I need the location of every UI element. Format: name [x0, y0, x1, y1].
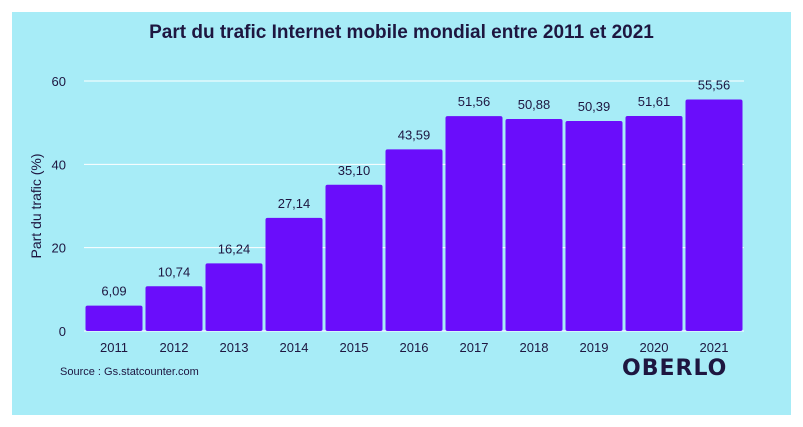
bar-2017 — [445, 116, 503, 332]
bars — [85, 99, 743, 332]
bar-2018 — [505, 119, 563, 331]
x-tick-label-2013: 2013 — [220, 340, 249, 355]
x-tick-label-2019: 2019 — [580, 340, 609, 355]
source-note: Source : Gs.statcounter.com — [60, 366, 199, 378]
x-tick-label-2017: 2017 — [460, 340, 489, 355]
bar-2015 — [325, 184, 383, 331]
x-tick-label-2018: 2018 — [520, 340, 549, 355]
x-tick-label-2020: 2020 — [640, 340, 669, 355]
data-label-2012: 10,74 — [158, 264, 191, 279]
bar-2016 — [385, 149, 443, 331]
chart-title: Part du trafic Internet mobile mondial e… — [149, 22, 654, 43]
bar-2021 — [685, 99, 743, 331]
y-tick-label: 20 — [52, 241, 66, 256]
x-tick-label-2021: 2021 — [700, 340, 729, 355]
bar-2012 — [145, 286, 203, 331]
data-label-2014: 27,14 — [278, 196, 311, 211]
bar-2011 — [85, 305, 143, 331]
y-axis-label: Part du trafic (%) — [28, 153, 44, 258]
data-label-2016: 43,59 — [398, 127, 431, 142]
y-tick-label: 60 — [52, 74, 66, 89]
data-label-2015: 35,10 — [338, 163, 371, 178]
x-tick-label-2012: 2012 — [160, 340, 189, 355]
data-label-2013: 16,24 — [218, 241, 251, 256]
x-tick-label-2011: 2011 — [100, 340, 128, 355]
bar-2019 — [565, 121, 623, 332]
y-axis-ticks: 0 20 40 60 — [52, 74, 66, 339]
data-label-2017: 51,56 — [458, 94, 491, 109]
x-tick-label-2016: 2016 — [400, 340, 429, 355]
data-label-2019: 50,39 — [578, 99, 611, 114]
x-tick-label-2015: 2015 — [340, 340, 369, 355]
oberlo-logo: OBERLO — [622, 356, 728, 381]
bar-2020 — [625, 115, 683, 331]
data-label-2011: 6,09 — [101, 284, 126, 299]
data-labels: 6,09 10,74 16,24 27,14 35,10 43,59 51,56 50,88 5… — [101, 78, 730, 299]
x-axis-ticks: 2011 2012 2013 2014 2015 2016 2017 2018 2019 2020… — [100, 340, 728, 355]
bar-2014 — [265, 217, 323, 331]
data-label-2018: 50,88 — [518, 97, 551, 112]
data-label-2021: 55,56 — [698, 78, 731, 93]
data-label-2020: 51,61 — [638, 94, 671, 109]
y-tick-label: 40 — [52, 157, 66, 172]
bar-2013 — [205, 263, 263, 331]
x-tick-label-2014: 2014 — [280, 340, 309, 355]
y-tick-label: 0 — [59, 324, 66, 339]
